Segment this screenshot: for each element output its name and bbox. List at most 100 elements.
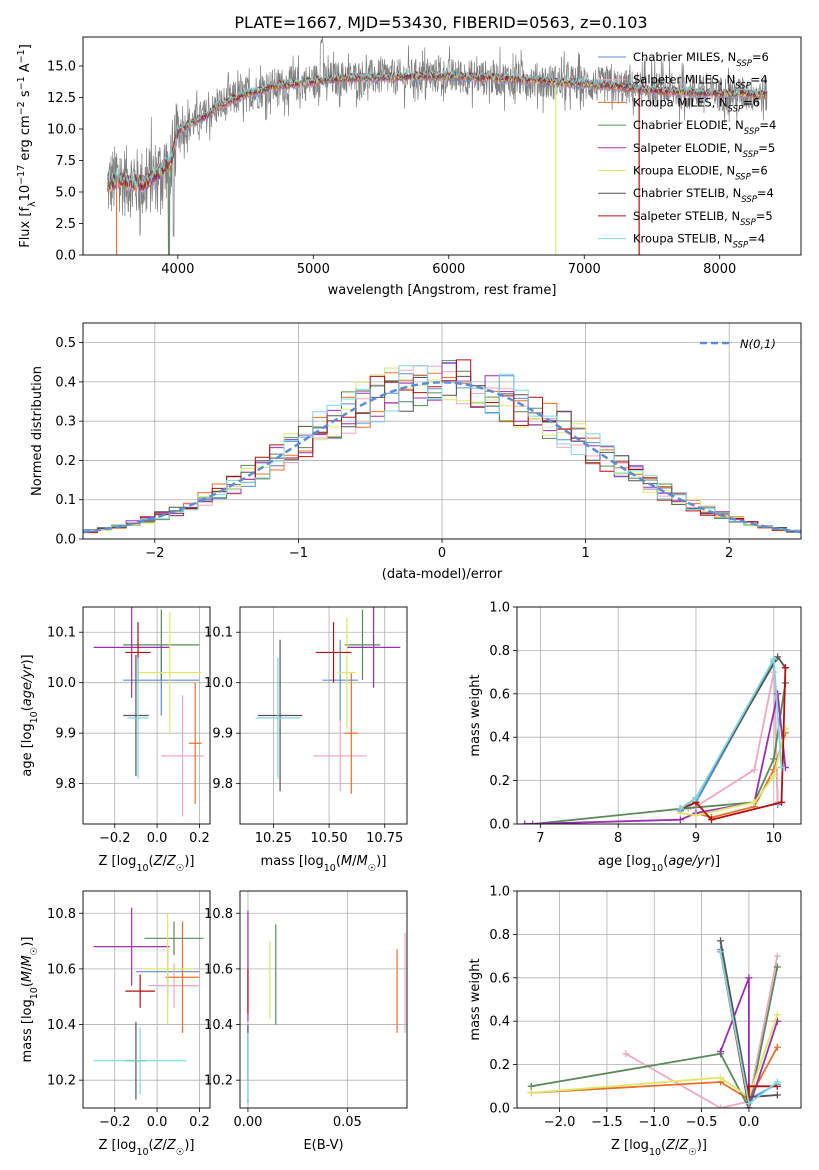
model-line [106, 69, 767, 188]
weight-marker [774, 690, 782, 698]
weight-marker [708, 816, 716, 824]
x-tick-label: 6000 [432, 262, 465, 277]
y-tick-label: 0.2 [55, 454, 76, 469]
weight-marker [717, 1074, 725, 1082]
spectrum-x-label: wavelength [Angstrom, rest frame] [328, 283, 557, 298]
y-tick-label: 9.9 [55, 727, 76, 742]
y-tick-label: 1.0 [489, 885, 510, 900]
legend-entry: Salpeter STELIB, NSSP=5 [633, 209, 773, 228]
weight-age-x-label: age [log10(age/yr)] [598, 854, 720, 874]
y-tick-label: 5.0 [55, 185, 76, 200]
y-tick-label: 0.0 [489, 1102, 510, 1117]
x-tick-label: −0.2 [99, 831, 131, 846]
mass-ebv-axes: 0.00 0.05 10.2 10.4 10.6 10.8 [204, 891, 407, 1130]
y-tick-label: 10.2 [47, 1074, 76, 1089]
weight-marker [773, 1011, 781, 1019]
legend-entry: Chabrier ELODIE, NSSP=4 [633, 118, 776, 137]
weight-z-frame [516, 890, 802, 1109]
x-tick-label: 10.75 [366, 831, 403, 846]
y-tick-label: 7.5 [55, 154, 76, 169]
weight-marker [770, 772, 778, 780]
weight-line [531, 966, 779, 1108]
weight-marker [778, 798, 786, 806]
weight-z-x-label: Z [log10(Z/Z☉)] [611, 1138, 707, 1158]
x-tick-label: 8000 [703, 262, 736, 277]
weight-marker [770, 655, 778, 663]
y-tick-label: 0.4 [489, 1015, 510, 1030]
y-tick-label: 2.5 [55, 217, 76, 232]
y-tick-label: 12.5 [47, 91, 76, 106]
mass-z-y-label: mass [log10(M/M☉)] [20, 937, 40, 1063]
hist-plot-area [83, 359, 801, 535]
weight-marker [773, 1078, 781, 1086]
y-tick-label: 10.6 [204, 962, 233, 977]
age-z-x-label: Z [log10(Z/Z☉)] [99, 854, 195, 874]
weight-marker [778, 764, 786, 772]
weight-marker [774, 653, 782, 661]
y-tick-label: 10.1 [204, 626, 233, 641]
x-tick-label: 0.2 [189, 831, 210, 846]
y-tick-label: 10.0 [204, 676, 233, 691]
age-z-frame [82, 606, 211, 825]
weight-marker [521, 820, 529, 824]
y-tick-label: 9.9 [212, 727, 233, 742]
y-tick-label: 10.8 [47, 907, 76, 922]
x-tick-label: 9 [692, 831, 700, 846]
histogram-step [83, 365, 801, 534]
x-tick-label: 10.25 [255, 831, 292, 846]
x-tick-label: −0.2 [99, 1115, 131, 1130]
y-tick-label: 0.0 [489, 818, 510, 833]
legend-entry: Chabrier STELIB, NSSP=4 [633, 186, 774, 205]
x-tick-label: 0.05 [333, 1115, 362, 1130]
y-tick-label: 10.6 [47, 962, 76, 977]
legend-gaussian-label: N(0,1) [740, 337, 776, 351]
x-tick-label: 0 [438, 546, 446, 561]
spectrum-plot-area [106, 37, 768, 255]
y-tick-label: 0.0 [55, 533, 76, 548]
mass-ebv-plot-area [247, 910, 406, 1103]
age-mass-plot-area [255, 607, 401, 794]
x-tick-label: −1.0 [638, 1115, 670, 1130]
weight-marker [745, 974, 753, 982]
weight-line [531, 1014, 779, 1099]
mass-ebv-x-label: E(B-V) [303, 1138, 343, 1153]
y-tick-label: 10.0 [47, 122, 76, 137]
x-tick-label: 10.50 [310, 831, 347, 846]
hist-x-label: (data-model)/error [382, 567, 503, 582]
weight-z-plot-area [527, 937, 781, 1108]
x-tick-label: 2 [725, 546, 733, 561]
mass-z-axes: −0.2 0.0 0.2 10.2 10.4 10.6 10.8 [47, 891, 210, 1130]
y-tick-label: 0.2 [489, 1058, 510, 1073]
weight-marker [750, 798, 758, 806]
legend-entry: Salpeter MILES, NSSP=4 [633, 73, 768, 92]
y-tick-label: 0.3 [55, 415, 76, 430]
y-tick-label: 0.2 [489, 774, 510, 789]
y-tick-label: 0.4 [489, 731, 510, 746]
weight-marker [717, 948, 725, 956]
y-tick-label: 10.4 [204, 1018, 233, 1033]
x-tick-label: 0.2 [189, 1115, 210, 1130]
mass-z-x-label: Z [log10(Z/Z☉)] [99, 1138, 195, 1158]
age-z-axes: −0.2 0.0 0.2 9.8 9.9 10.0 10.1 [47, 607, 210, 846]
spectrum-frame [82, 36, 802, 256]
mass-z-frame [82, 890, 211, 1109]
y-tick-label: 0.6 [489, 687, 510, 702]
gaussian-curve [83, 381, 801, 534]
weight-z-y-label: mass weight [468, 958, 483, 1040]
legend-entry: Chabrier MILES, NSSP=6 [633, 50, 769, 69]
y-tick-label: 15.0 [47, 59, 76, 74]
age-mass-frame [239, 606, 408, 825]
age-mass-axes: 10.25 10.50 10.75 9.8 9.9 10.0 10.1 [204, 607, 407, 846]
hist-y-label: Normed distribution [30, 366, 45, 496]
mass-z-plot-area [93, 907, 204, 1100]
weight-marker [773, 952, 781, 960]
weight-marker [745, 1100, 753, 1108]
y-tick-label: 0.8 [489, 928, 510, 943]
age-z-y-label: age [log10(age/yr)] [20, 654, 40, 776]
weight-marker [770, 755, 778, 763]
x-tick-label: 5000 [297, 262, 330, 277]
weight-marker [773, 1043, 781, 1051]
legend-entry: Kroupa ELODIE, NSSP=6 [633, 164, 768, 183]
